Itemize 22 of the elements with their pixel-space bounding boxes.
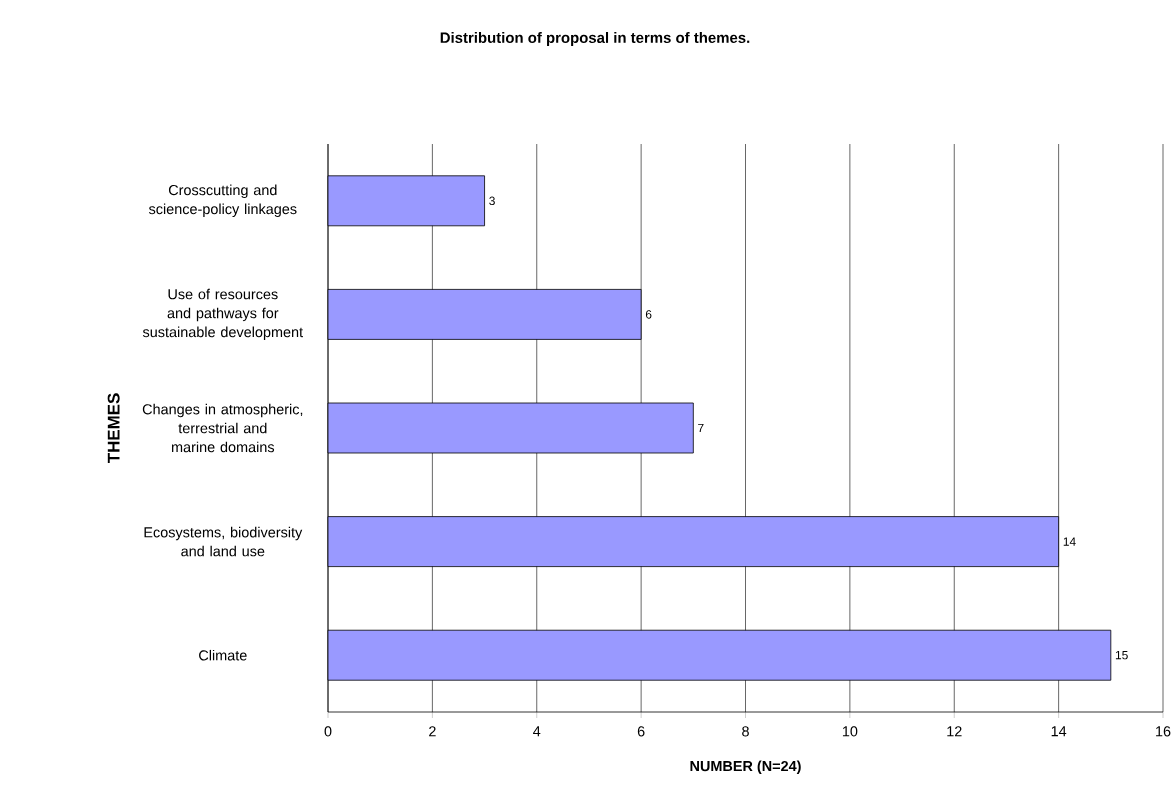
data-label: 3 — [489, 196, 495, 206]
x-tick-label: 0 — [324, 726, 332, 737]
data-label: 14 — [1063, 537, 1076, 546]
x-tick-label: 16 — [1156, 726, 1171, 737]
x-axis-title: NUMBER (N=24) — [690, 760, 801, 775]
x-tick-label: 10 — [842, 726, 858, 737]
data-label: 15 — [1115, 651, 1128, 660]
y-tick-label: Climate — [199, 649, 247, 661]
data-label: 6 — [645, 310, 652, 319]
x-tick-label: 12 — [947, 726, 962, 737]
y-axis-title: THEMES — [107, 393, 120, 464]
x-tick-label: 8 — [742, 726, 749, 737]
chart-title: Distribution of proposal in terms of themes. — [440, 32, 750, 46]
y-tick-label: Changes in atmospheric, terrestrial and marine domains — [142, 403, 303, 453]
y-tick-label: Ecosystems, biodiversity and land use — [144, 526, 303, 557]
x-tick-label: 4 — [533, 726, 541, 737]
x-tick-label: 6 — [637, 726, 645, 737]
y-tick-label: Use of resources and pathways for sustainable development — [142, 288, 303, 341]
y-tick-label: Crosscutting and science-policy linkages — [148, 184, 297, 217]
data-label: 7 — [698, 423, 704, 433]
x-tick-label: 2 — [429, 726, 436, 737]
x-tick-label: 14 — [1051, 726, 1067, 737]
